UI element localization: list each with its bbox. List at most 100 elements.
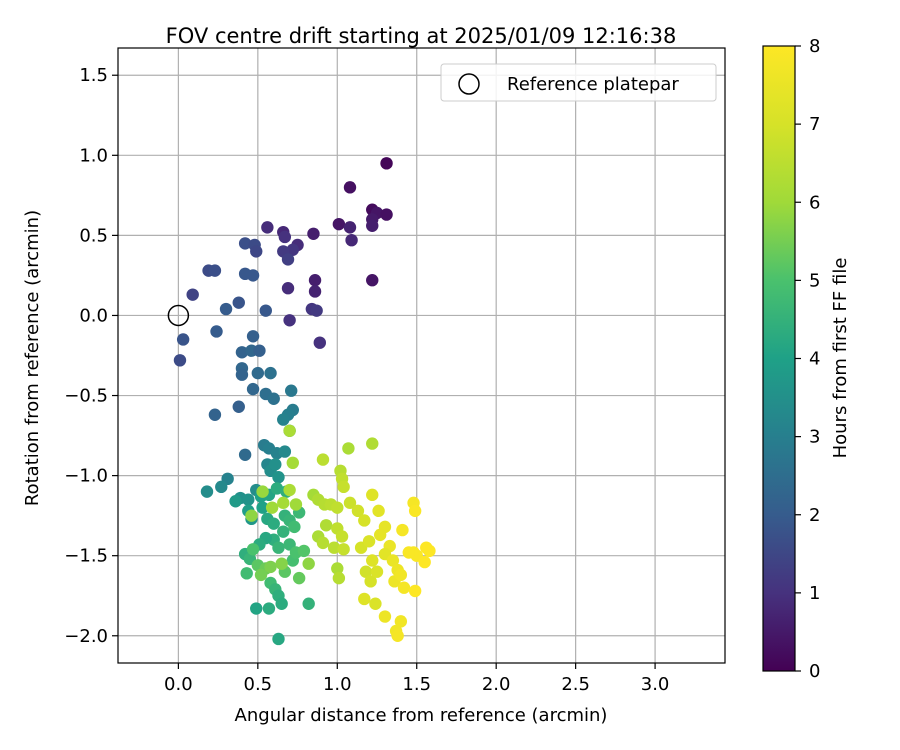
colorbar-tick-label: 5 xyxy=(809,270,820,291)
data-point xyxy=(264,560,277,574)
colorbar-tick-label: 8 xyxy=(809,36,820,57)
data-point xyxy=(272,632,285,646)
data-point xyxy=(308,285,322,298)
data-point xyxy=(229,495,242,508)
data-point xyxy=(286,243,299,256)
colorbar-tick-label: 4 xyxy=(809,349,820,370)
data-point xyxy=(345,233,358,247)
chart-title: FOV centre drift starting at 2025/01/09 … xyxy=(166,24,677,48)
data-point xyxy=(277,413,290,426)
data-point xyxy=(283,424,296,437)
data-point xyxy=(307,227,320,240)
data-point xyxy=(285,384,298,397)
data-point xyxy=(275,557,288,570)
x-tick-label: 3.0 xyxy=(641,674,670,695)
data-point xyxy=(402,546,415,559)
data-point xyxy=(378,610,392,623)
colorbar-tick-label: 0 xyxy=(809,661,820,682)
data-point xyxy=(292,571,306,585)
data-point xyxy=(176,333,190,346)
data-point xyxy=(372,504,385,518)
data-point xyxy=(394,568,408,582)
x-tick-label: 2.5 xyxy=(561,674,590,695)
data-point xyxy=(302,557,315,570)
data-point xyxy=(250,602,263,615)
data-point xyxy=(265,501,279,514)
data-point xyxy=(281,282,295,295)
data-point xyxy=(351,504,365,518)
data-point xyxy=(277,525,290,538)
data-point xyxy=(254,568,268,582)
data-point xyxy=(343,181,357,194)
legend-label: Reference platepar xyxy=(507,74,679,95)
data-point xyxy=(316,453,330,466)
data-point xyxy=(219,302,233,316)
axis-ticks: 0.0 0.5 1.0 1.5 2.0 2.5 3.0 −2.0 −1.5 −1.0 −0.5 0.0… xyxy=(64,65,669,695)
data-point xyxy=(396,523,409,537)
data-point xyxy=(380,208,393,221)
data-point xyxy=(310,304,323,317)
data-point xyxy=(264,366,277,380)
data-point xyxy=(262,602,276,615)
colorbar xyxy=(762,45,796,672)
y-tick-label: −2.0 xyxy=(64,626,108,647)
x-tick-label: 0.5 xyxy=(244,674,273,695)
colorbar-tick-label: 1 xyxy=(809,583,820,604)
data-point xyxy=(261,221,274,234)
y-tick-label: 0.0 xyxy=(79,305,108,326)
data-point xyxy=(286,456,299,470)
data-point xyxy=(238,237,252,250)
data-point xyxy=(238,267,252,281)
data-point xyxy=(331,562,344,575)
data-point xyxy=(308,274,322,287)
data-point xyxy=(283,483,296,497)
colorbar-tick-label: 3 xyxy=(809,427,820,448)
data-point xyxy=(289,498,303,511)
data-point xyxy=(337,480,350,494)
data-point xyxy=(208,408,222,421)
data-point xyxy=(297,544,311,558)
data-point xyxy=(423,544,436,558)
data-point xyxy=(245,509,258,522)
colorbar-tick-label: 6 xyxy=(809,192,820,213)
data-point xyxy=(397,581,411,594)
data-point xyxy=(278,445,292,458)
data-point xyxy=(267,392,280,405)
data-point xyxy=(380,157,393,170)
data-point xyxy=(272,471,285,484)
data-point xyxy=(331,501,344,514)
data-point xyxy=(278,230,292,244)
data-point xyxy=(332,571,346,585)
data-point xyxy=(210,325,223,338)
data-point xyxy=(319,519,333,532)
data-point xyxy=(246,330,260,343)
data-point xyxy=(369,597,382,610)
data-point xyxy=(394,615,408,628)
data-point xyxy=(275,597,288,610)
y-axis-label: Rotation from reference (arcmin) xyxy=(22,210,43,506)
data-point xyxy=(208,264,222,277)
data-point xyxy=(335,530,349,543)
y-tick-label: −0.5 xyxy=(64,386,108,407)
data-point xyxy=(253,344,266,357)
data-point xyxy=(232,400,245,413)
data-point xyxy=(316,536,330,550)
data-point xyxy=(281,253,295,266)
data-point xyxy=(342,442,355,455)
data-point xyxy=(359,565,373,578)
data-point xyxy=(186,288,199,301)
legend-box xyxy=(440,63,717,102)
data-point xyxy=(256,485,269,498)
data-point xyxy=(235,368,249,381)
data-point xyxy=(250,245,263,258)
y-tick-label: 1.0 xyxy=(79,145,108,166)
data-point xyxy=(267,517,280,530)
colorbar-ticks: 0 1 2 3 4 5 6 7 8 xyxy=(795,36,820,682)
data-point xyxy=(246,543,260,556)
data-point xyxy=(242,493,255,506)
x-tick-label: 2.0 xyxy=(482,674,511,695)
data-point xyxy=(277,496,290,510)
data-point xyxy=(269,458,282,471)
data-point xyxy=(343,221,357,234)
